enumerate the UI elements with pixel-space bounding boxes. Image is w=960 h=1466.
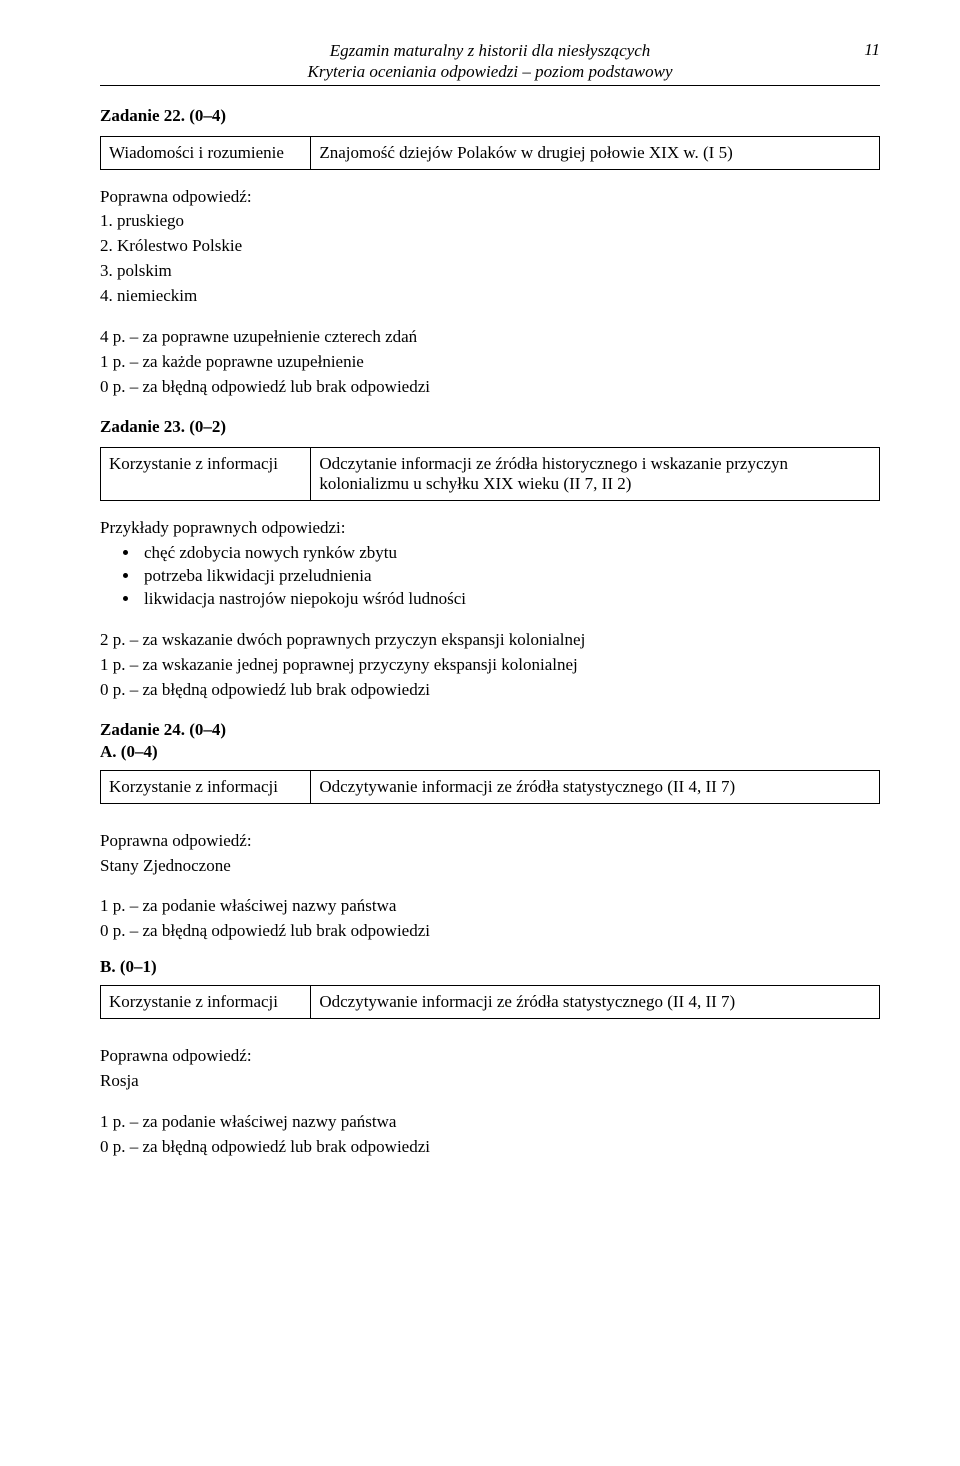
z22-box-right: Znajomość dziejów Polaków w drugiej poło… <box>311 136 880 169</box>
z24a-box-right: Odczytywanie informacji ze źródła statys… <box>311 770 880 803</box>
zadanie-23-heading: Zadanie 23. (0–2) <box>100 417 880 437</box>
page-number: 11 <box>864 40 880 60</box>
z24a-correct-label: Poprawna odpowiedź: <box>100 830 880 853</box>
zadanie-24b-label: B. (0–1) <box>100 957 880 977</box>
z22-correct-label: Poprawna odpowiedź: <box>100 186 880 209</box>
page-header: Egzamin maturalny z historii dla niesłys… <box>100 40 880 86</box>
z24a-box-left: Korzystanie z informacji <box>101 770 311 803</box>
z24a-points-1: 1 p. – za podanie właściwej nazwy państw… <box>100 895 880 918</box>
z23-bullet-2: potrzeba likwidacji przeludnienia <box>140 565 880 588</box>
z24b-points-1: 1 p. – za podanie właściwej nazwy państw… <box>100 1111 880 1134</box>
z24b-answer: Rosja <box>100 1070 880 1093</box>
z23-bullet-3: likwidacja nastrojów niepokoju wśród lud… <box>140 588 880 611</box>
zadanie-22-heading: Zadanie 22. (0–4) <box>100 106 880 126</box>
z23-bullet-1: chęć zdobycia nowych rynków zbytu <box>140 542 880 565</box>
z23-bullets: chęć zdobycia nowych rynków zbytu potrze… <box>100 542 880 611</box>
z22-points-0: 0 p. – za błędną odpowiedź lub brak odpo… <box>100 376 880 399</box>
zadanie-23-box: Korzystanie z informacji Odczytanie info… <box>100 447 880 501</box>
z23-box-right: Odczytanie informacji ze źródła historyc… <box>311 448 880 501</box>
z24b-box-left: Korzystanie z informacji <box>101 986 311 1019</box>
zadanie-24a-box: Korzystanie z informacji Odczytywanie in… <box>100 770 880 804</box>
z22-points-1: 1 p. – za każde poprawne uzupełnienie <box>100 351 880 374</box>
zadanie-22-box: Wiadomości i rozumienie Znajomość dziejó… <box>100 136 880 170</box>
z23-examples-label: Przykłady poprawnych odpowiedzi: <box>100 517 880 540</box>
z23-points-1: 1 p. – za wskazanie jednej poprawnej prz… <box>100 654 880 677</box>
zadanie-24b-box: Korzystanie z informacji Odczytywanie in… <box>100 985 880 1019</box>
z24b-points-0: 0 p. – za błędną odpowiedź lub brak odpo… <box>100 1136 880 1159</box>
header-line-2: Kryteria oceniania odpowiedzi – poziom p… <box>100 61 880 82</box>
z22-box-left: Wiadomości i rozumienie <box>101 136 311 169</box>
zadanie-24a-label: A. (0–4) <box>100 742 880 762</box>
z22-answer-3: 3. polskim <box>100 260 880 283</box>
z24a-points-0: 0 p. – za błędną odpowiedź lub brak odpo… <box>100 920 880 943</box>
z23-points-0: 0 p. – za błędną odpowiedź lub brak odpo… <box>100 679 880 702</box>
z22-points-4: 4 p. – za poprawne uzupełnienie czterech… <box>100 326 880 349</box>
z22-answer-2: 2. Królestwo Polskie <box>100 235 880 258</box>
z23-box-left: Korzystanie z informacji <box>101 448 311 501</box>
header-line-1: Egzamin maturalny z historii dla niesłys… <box>100 40 880 61</box>
header-lines: Egzamin maturalny z historii dla niesłys… <box>100 40 880 83</box>
z24b-box-right: Odczytywanie informacji ze źródła statys… <box>311 986 880 1019</box>
z24b-correct-label: Poprawna odpowiedź: <box>100 1045 880 1068</box>
z24a-answer: Stany Zjednoczone <box>100 855 880 878</box>
z22-answer-1: 1. pruskiego <box>100 210 880 233</box>
zadanie-24-heading: Zadanie 24. (0–4) <box>100 720 880 740</box>
z22-answer-4: 4. niemieckim <box>100 285 880 308</box>
z23-points-2: 2 p. – za wskazanie dwóch poprawnych prz… <box>100 629 880 652</box>
page: Egzamin maturalny z historii dla niesłys… <box>0 0 960 1466</box>
